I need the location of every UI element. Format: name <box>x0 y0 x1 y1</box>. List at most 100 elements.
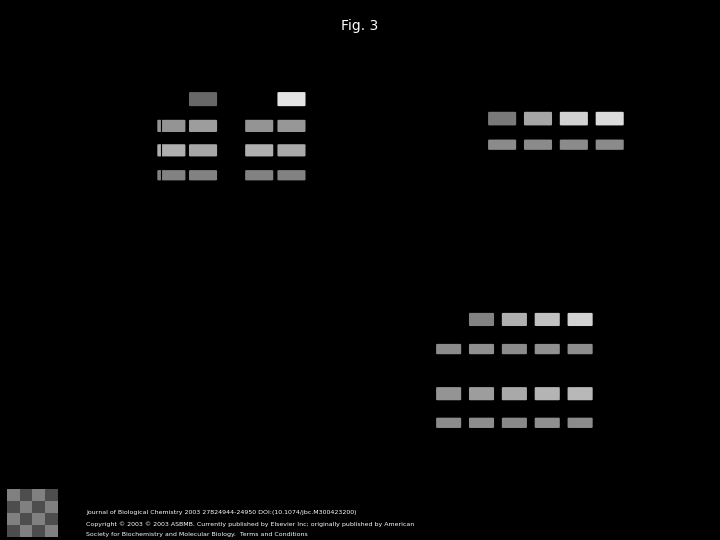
FancyBboxPatch shape <box>595 112 624 125</box>
FancyBboxPatch shape <box>567 387 593 400</box>
FancyBboxPatch shape <box>469 387 494 400</box>
FancyBboxPatch shape <box>469 344 494 354</box>
Text: Actin: Actin <box>454 139 477 148</box>
Bar <box>430 385 696 403</box>
Bar <box>430 342 696 356</box>
Text: 1: 1 <box>498 152 504 161</box>
Text: TNF-α: TNF-α <box>508 271 534 280</box>
Text: 15dPGJ₂: 15dPGJ₂ <box>604 26 613 57</box>
Text: TNF: TNF <box>135 74 153 84</box>
FancyBboxPatch shape <box>535 417 560 428</box>
FancyBboxPatch shape <box>502 344 527 354</box>
Text: pSer307: pSer307 <box>389 314 424 323</box>
Text: WT: WT <box>187 49 203 59</box>
Bar <box>430 311 696 329</box>
FancyBboxPatch shape <box>535 344 560 354</box>
FancyBboxPatch shape <box>246 170 274 180</box>
Text: SP600125: SP600125 <box>542 248 551 287</box>
FancyBboxPatch shape <box>469 313 494 326</box>
FancyBboxPatch shape <box>277 120 305 132</box>
FancyBboxPatch shape <box>246 120 274 132</box>
FancyBboxPatch shape <box>488 112 516 125</box>
Bar <box>161 118 325 134</box>
Text: +: + <box>197 74 205 84</box>
Bar <box>161 90 325 109</box>
Bar <box>32 513 45 525</box>
FancyBboxPatch shape <box>502 417 527 428</box>
Bar <box>32 525 45 537</box>
Text: TNF-α: TNF-α <box>567 40 594 50</box>
Text: 3T3-L1: 3T3-L1 <box>221 404 252 414</box>
Bar <box>430 416 696 430</box>
Bar <box>7 513 20 525</box>
Bar <box>7 501 20 513</box>
Text: 3: 3 <box>570 152 576 161</box>
Bar <box>482 110 694 128</box>
Text: Actin: Actin <box>132 170 155 179</box>
FancyBboxPatch shape <box>277 144 305 157</box>
Bar <box>45 501 58 513</box>
Text: Control: Control <box>497 29 505 57</box>
FancyBboxPatch shape <box>189 144 217 157</box>
Text: pJUN: pJUN <box>133 145 155 154</box>
Text: Comb: Comb <box>575 265 584 287</box>
Text: B.  IkBα: B. IkBα <box>410 36 458 46</box>
Text: SP600125: SP600125 <box>568 18 577 57</box>
Text: IRS-1: IRS-1 <box>402 417 424 427</box>
FancyBboxPatch shape <box>567 344 593 354</box>
FancyBboxPatch shape <box>277 92 305 106</box>
FancyBboxPatch shape <box>567 417 593 428</box>
FancyBboxPatch shape <box>488 139 516 150</box>
Text: 15dPGJ₂: 15dPGJ₂ <box>509 256 518 287</box>
Text: +: + <box>286 74 294 84</box>
FancyBboxPatch shape <box>524 139 552 150</box>
FancyBboxPatch shape <box>535 387 560 400</box>
Text: A.  IKK-/-: A. IKK-/- <box>117 36 172 46</box>
Bar <box>7 525 20 537</box>
FancyBboxPatch shape <box>436 344 462 354</box>
FancyBboxPatch shape <box>157 120 186 132</box>
Text: Copyright © 2003 © 2003 ASBMB. Currently published by Elsevier Inc; originally p: Copyright © 2003 © 2003 ASBMB. Currently… <box>86 521 415 526</box>
FancyBboxPatch shape <box>246 144 274 157</box>
FancyBboxPatch shape <box>469 417 494 428</box>
Text: pSer307: pSer307 <box>117 94 155 104</box>
Text: HepG2: HepG2 <box>221 329 252 339</box>
FancyBboxPatch shape <box>502 387 527 400</box>
Text: Control: Control <box>444 259 452 287</box>
Bar <box>32 489 45 501</box>
Text: Society for Biochemistry and Molecular Biology.  Terms and Conditions: Society for Biochemistry and Molecular B… <box>86 532 308 537</box>
Text: KO: KO <box>284 49 297 59</box>
FancyBboxPatch shape <box>157 144 186 157</box>
FancyBboxPatch shape <box>277 170 305 180</box>
Bar <box>20 489 32 501</box>
FancyBboxPatch shape <box>567 313 593 326</box>
Bar <box>20 513 32 525</box>
Bar <box>482 138 694 152</box>
FancyBboxPatch shape <box>560 139 588 150</box>
Bar <box>7 489 20 501</box>
Bar <box>45 489 58 501</box>
FancyBboxPatch shape <box>157 170 186 180</box>
FancyBboxPatch shape <box>189 120 217 132</box>
Text: IkBα: IkBα <box>457 113 477 123</box>
Text: pSer307: pSer307 <box>389 388 424 397</box>
Text: -: - <box>256 74 259 84</box>
Text: -: - <box>476 284 485 287</box>
Bar <box>32 501 45 513</box>
Bar <box>20 525 32 537</box>
Text: -: - <box>532 54 541 57</box>
Text: Fig. 3: Fig. 3 <box>341 19 379 33</box>
FancyBboxPatch shape <box>436 387 462 400</box>
FancyBboxPatch shape <box>189 92 217 106</box>
Text: -: - <box>168 74 171 84</box>
FancyBboxPatch shape <box>524 112 552 125</box>
Bar <box>161 168 325 183</box>
Text: C.  pIRS-1: C. pIRS-1 <box>117 266 179 276</box>
FancyBboxPatch shape <box>502 313 527 326</box>
Text: Journal of Biological Chemistry 2003 27824944-24950 DOI:(10.1074/jbc.M300423200): Journal of Biological Chemistry 2003 278… <box>86 510 357 515</box>
Bar <box>20 501 32 513</box>
FancyBboxPatch shape <box>595 139 624 150</box>
Text: IkBα: IkBα <box>135 120 155 130</box>
Text: IRS-1: IRS-1 <box>402 343 424 353</box>
FancyBboxPatch shape <box>535 313 560 326</box>
